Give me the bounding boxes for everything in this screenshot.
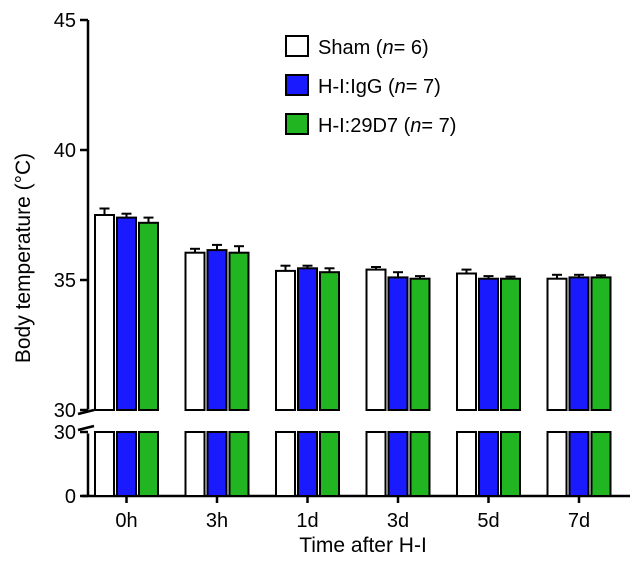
bar-lower-segment xyxy=(365,431,387,497)
bar xyxy=(206,249,228,411)
legend-label-igg: H-I:IgG (n= 7) xyxy=(318,76,441,98)
legend-series-name: Sham xyxy=(318,37,370,59)
bar xyxy=(184,251,206,411)
bar-lower-segment xyxy=(138,431,159,497)
bar-lower-segment xyxy=(94,431,115,497)
bar xyxy=(456,272,477,411)
bar-lower-segment xyxy=(568,431,590,497)
axis-break-band xyxy=(74,414,630,429)
y-tick-label: 30 xyxy=(54,422,76,444)
y-axis-title: Body temperature (°C) xyxy=(12,153,35,363)
legend-n-value: = 7) xyxy=(406,76,441,98)
bar xyxy=(568,276,590,411)
bar-lower-segment xyxy=(590,431,612,497)
legend-n-label: n xyxy=(395,76,406,98)
bar xyxy=(275,269,296,411)
y-tick-label: 45 xyxy=(54,10,76,32)
legend-series-name: H-I:29D7 xyxy=(318,115,398,137)
bar xyxy=(297,267,318,411)
bar xyxy=(228,251,250,411)
x-axis-title: Time after H-I xyxy=(299,534,427,557)
ticks-layer: 30 35 40 45 0 30 0h 3h 1d 3d 5d 7d xyxy=(54,10,590,532)
bar-lower-segment xyxy=(116,431,137,497)
bar xyxy=(319,271,340,412)
bars-layer xyxy=(94,207,612,497)
bar-lower-segment xyxy=(387,431,409,497)
bar-lower-segment xyxy=(206,431,228,497)
axis-break-mark xyxy=(77,408,95,416)
bar xyxy=(478,277,499,412)
bar-lower-segment xyxy=(546,431,568,497)
y-tick-label: 40 xyxy=(54,140,76,162)
x-tick-label: 0h xyxy=(115,510,137,532)
legend: Sham (n= 6) H-I:IgG (n= 7) H-I:29D7 (n= … xyxy=(285,35,456,137)
bar-lower-segment xyxy=(228,431,250,497)
bar-lower-segment xyxy=(275,431,296,497)
bar xyxy=(590,276,612,411)
bar xyxy=(409,277,431,412)
bar-lower-segment xyxy=(409,431,431,497)
y-tick-label: 0 xyxy=(65,486,76,508)
legend-n-value: = 6) xyxy=(394,37,429,59)
bar xyxy=(387,276,409,411)
bar xyxy=(138,221,159,411)
x-tick-label: 5d xyxy=(477,510,499,532)
axis-break-mark xyxy=(77,424,95,432)
bar-lower-segment xyxy=(478,431,499,497)
bar xyxy=(94,214,115,411)
bar-lower-segment xyxy=(319,431,340,497)
legend-label-29d7: H-I:29D7 (n= 7) xyxy=(318,115,456,137)
bar-lower-segment xyxy=(500,431,521,497)
legend-label-sham: Sham (n= 6) xyxy=(318,37,429,59)
legend-n-label: n xyxy=(410,115,421,137)
bar-lower-segment xyxy=(297,431,318,497)
bar xyxy=(365,268,387,411)
legend-series-name: H-I:IgG xyxy=(318,76,382,98)
legend-swatch-igg xyxy=(285,74,309,96)
legend-swatch-29d7 xyxy=(285,113,309,135)
y-tick-label: 30 xyxy=(54,400,76,422)
x-tick-label: 7d xyxy=(568,510,590,532)
axes xyxy=(74,20,630,498)
x-tick-label: 1d xyxy=(296,510,318,532)
bar xyxy=(500,277,521,412)
legend-n-label: n xyxy=(382,37,393,59)
bar xyxy=(116,216,137,411)
y-tick-label: 35 xyxy=(54,270,76,292)
x-tick-label: 3h xyxy=(206,510,228,532)
x-tick-label: 3d xyxy=(387,510,409,532)
bar-lower-segment xyxy=(456,431,477,497)
legend-n-value: = 7) xyxy=(421,115,456,137)
bar xyxy=(546,277,568,412)
legend-swatch-sham xyxy=(285,35,309,57)
bar-lower-segment xyxy=(184,431,206,497)
